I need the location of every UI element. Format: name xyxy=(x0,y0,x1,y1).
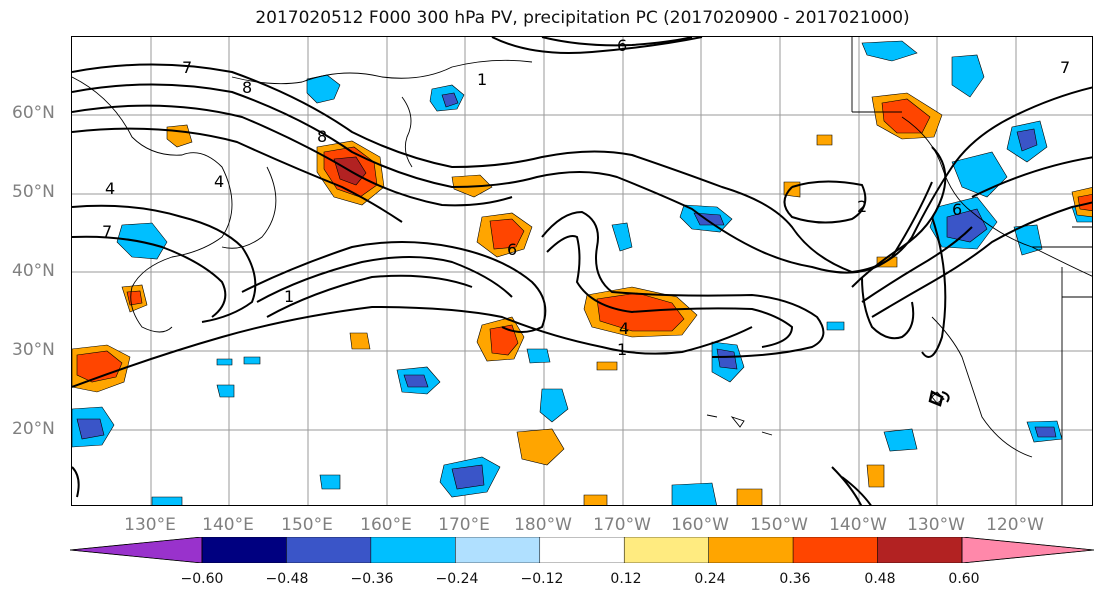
contour-label-7-north: 7 xyxy=(182,58,192,77)
colorbar-segment xyxy=(623,537,709,563)
lon-label-140e: 140°E xyxy=(202,515,254,535)
colorbar-segment xyxy=(708,537,794,563)
lon-label-160e: 160°E xyxy=(360,515,412,535)
colorbar-tick-label: 0.36 xyxy=(779,571,811,587)
contour-label-1-west: 1 xyxy=(284,287,294,306)
colorbar-tick-label: 0.12 xyxy=(610,571,642,587)
lon-label-120w: 120°W xyxy=(986,515,1044,535)
contour-label-7-east: 7 xyxy=(1060,58,1070,77)
contour-label-4-central: 4 xyxy=(214,172,224,191)
contour-label-6-north: 6 xyxy=(617,37,627,55)
coastlines xyxy=(72,37,1092,505)
precip-negative-areas xyxy=(72,40,1092,505)
contour-label-1-south: 1 xyxy=(617,340,627,359)
lon-label-170e: 170°E xyxy=(438,515,490,535)
colorbar-tick-label: −0.60 xyxy=(180,571,224,587)
colorbar-segment xyxy=(70,537,203,563)
map-title: 2017020512 F000 300 hPa PV, precipitatio… xyxy=(255,8,910,28)
colorbar-segment xyxy=(455,537,541,563)
colorbar-tick-label: −0.12 xyxy=(520,571,564,587)
contour-label-4-west: 4 xyxy=(105,179,115,198)
colorbar-segment xyxy=(877,537,963,563)
contour-label-4-south: 4 xyxy=(619,319,629,338)
lon-label-130w: 130°W xyxy=(907,515,965,535)
lat-label-30n: 30°N xyxy=(12,340,55,360)
lon-label-160w: 160°W xyxy=(671,515,729,535)
colorbar xyxy=(70,537,1094,563)
lat-label-40n: 40°N xyxy=(12,261,55,281)
lon-label-180w: 180°W xyxy=(514,515,572,535)
lon-label-170w: 170°W xyxy=(593,515,651,535)
lat-label-50n: 50°N xyxy=(12,182,55,202)
colorbar-tick-label: −0.48 xyxy=(265,571,309,587)
lon-label-150w: 150°W xyxy=(750,515,808,535)
colorbar-segment xyxy=(961,537,1094,563)
colorbar-tick-label: 0.24 xyxy=(694,571,726,587)
graticule xyxy=(72,37,1092,505)
colorbar-tick-label: −0.36 xyxy=(350,571,394,587)
contour-label-1-north: 1 xyxy=(477,70,487,89)
colorbar-segment xyxy=(201,537,287,563)
colorbar-segment xyxy=(792,537,878,563)
colorbar-segment xyxy=(539,537,625,563)
colorbar-tick-label: 0.48 xyxy=(864,571,896,587)
colorbar-tick-label: 0.60 xyxy=(948,571,980,587)
contour-label-8-central: 8 xyxy=(317,127,327,146)
contour-label-8-north: 8 xyxy=(242,78,252,97)
colorbar-segment xyxy=(370,537,456,563)
contour-label-6-central: 6 xyxy=(507,240,517,259)
lat-label-60n: 60°N xyxy=(12,103,55,123)
lon-label-140w: 140°W xyxy=(829,515,887,535)
pv-contour-labels: 1 1 1 2 4 4 4 6 6 6 7 7 7 8 8 xyxy=(102,37,1070,359)
map-canvas: 1 1 1 2 4 4 4 6 6 6 7 7 7 8 8 xyxy=(72,37,1092,505)
lon-label-130e: 130°E xyxy=(124,515,176,535)
map-panel: 1 1 1 2 4 4 4 6 6 6 7 7 7 8 8 xyxy=(71,36,1093,506)
contour-label-2-east: 2 xyxy=(857,197,867,216)
pv-contours xyxy=(72,37,1092,505)
lon-label-150e: 150°E xyxy=(281,515,333,535)
colorbar-tick-label: −0.24 xyxy=(435,571,479,587)
colorbar-segment xyxy=(286,537,372,563)
contour-label-6-east: 6 xyxy=(952,200,962,219)
lat-label-20n: 20°N xyxy=(12,419,55,439)
contour-label-7-west: 7 xyxy=(102,222,112,241)
precip-positive-areas xyxy=(72,92,1092,505)
